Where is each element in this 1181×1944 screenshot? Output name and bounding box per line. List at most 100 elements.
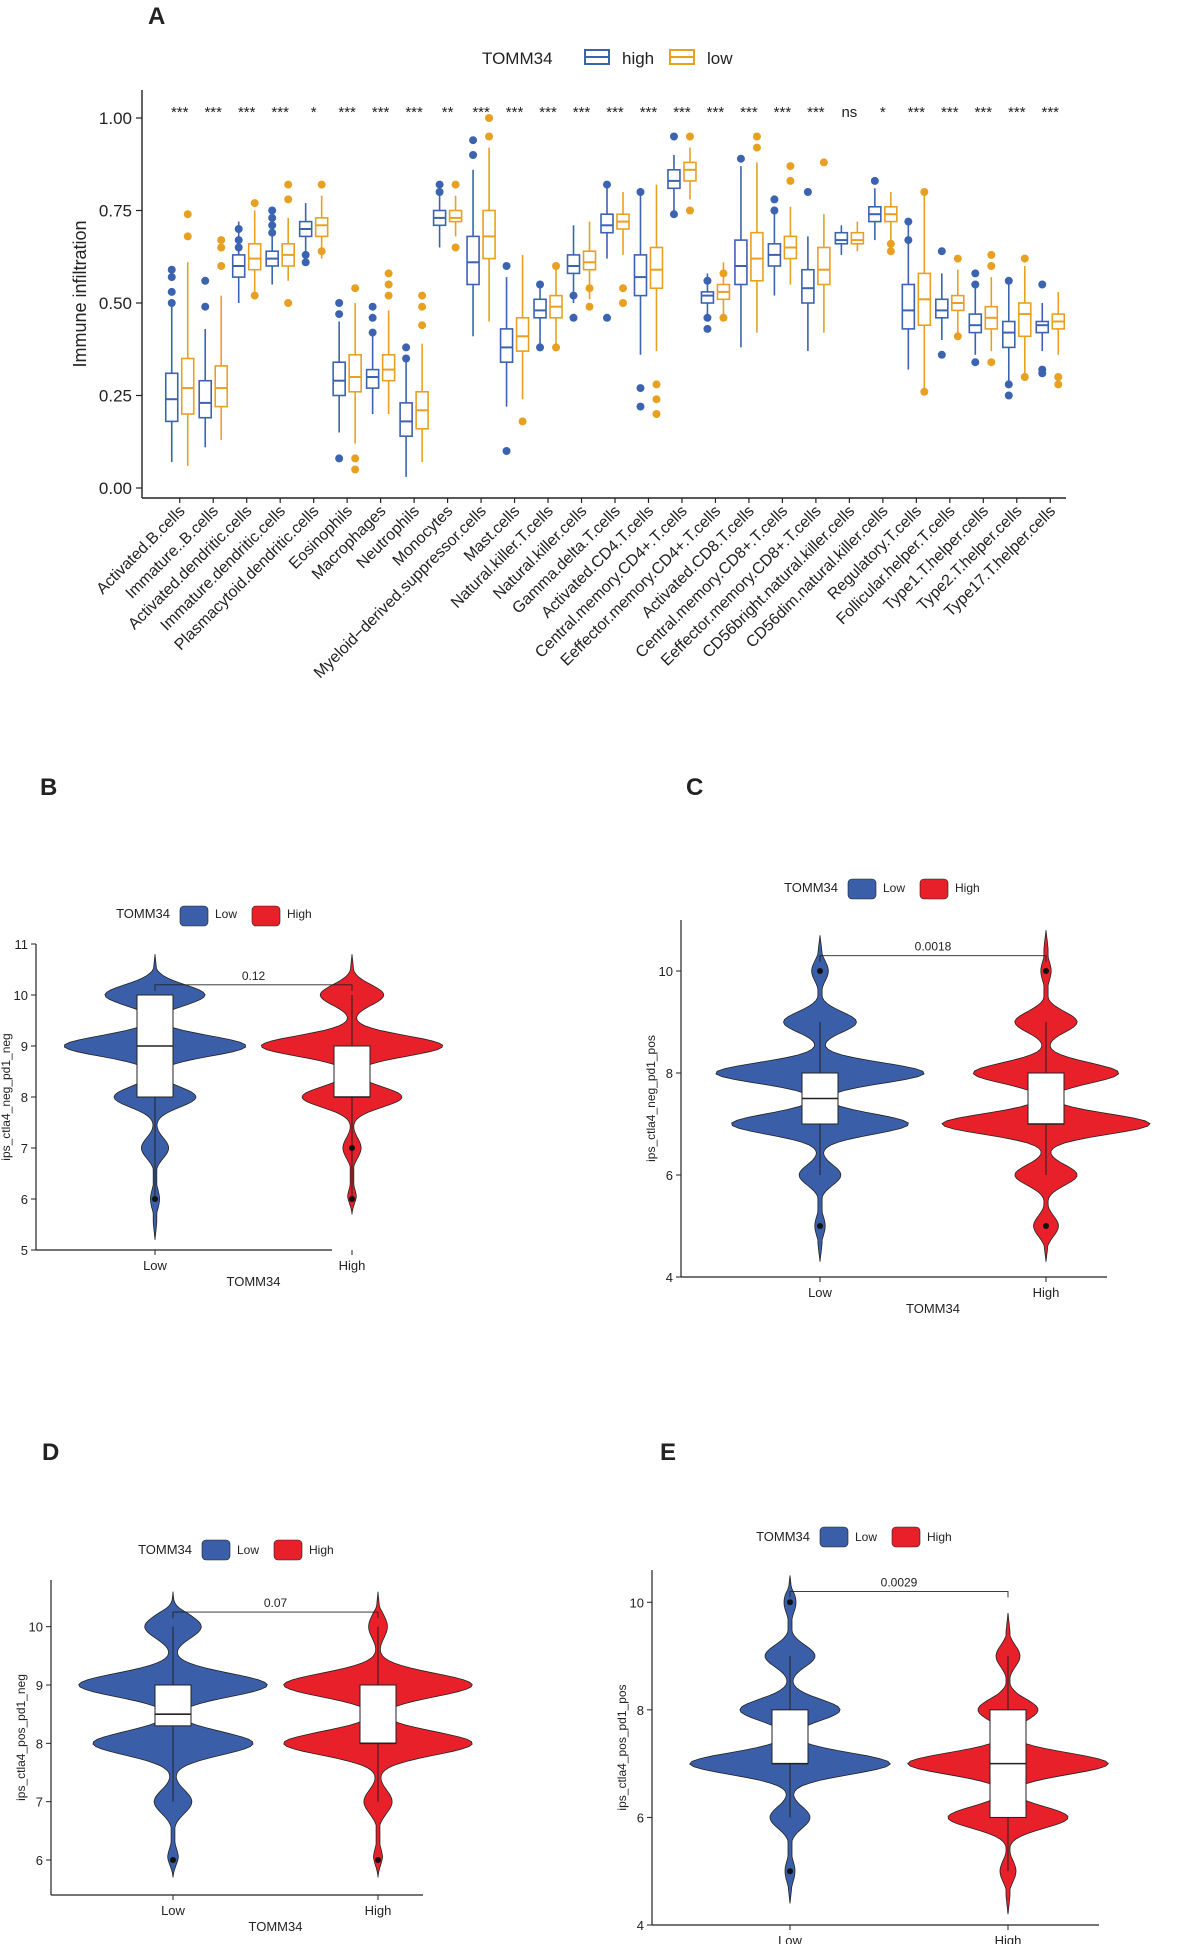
box-iqr — [667, 169, 681, 190]
outlier-point — [384, 291, 393, 300]
outlier-point — [669, 210, 678, 219]
legend-label-low: Low — [855, 1530, 877, 1544]
outlier-point — [451, 243, 460, 252]
y-tick-label: 5 — [21, 1243, 28, 1258]
outlier-point — [886, 239, 895, 248]
box-high — [868, 176, 882, 241]
box-low — [750, 132, 764, 333]
outlier-point — [569, 291, 578, 300]
outlier-point — [685, 132, 694, 141]
significance-label: *** — [171, 104, 189, 121]
box-low — [281, 180, 295, 307]
box-low — [582, 221, 597, 311]
box-low — [214, 236, 229, 440]
outlier-point — [803, 188, 812, 196]
box-iqr — [633, 254, 648, 297]
outlier-point — [636, 188, 645, 196]
outlier-point — [469, 151, 478, 159]
legend-title: TOMM34 — [138, 1542, 192, 1557]
outlier-point — [375, 1857, 381, 1863]
legend-item-high: High — [891, 1526, 952, 1548]
outlier-point — [569, 313, 578, 322]
outlier-point — [1043, 1223, 1049, 1229]
box-high — [700, 273, 715, 333]
outlier-point — [971, 358, 980, 367]
outlier-point — [787, 1599, 793, 1606]
outlier-point — [217, 236, 226, 245]
box-iqr — [600, 213, 614, 234]
panel-c-chart: TOMM34 Low High 4 6 8 10 ips_ctla4_neg_pd1_pos T… — [644, 878, 1151, 1316]
outlier-point — [284, 299, 293, 307]
box-low — [1017, 254, 1032, 381]
outlier-point — [384, 280, 393, 289]
box-iqr — [850, 231, 865, 245]
legend-item-low: Low — [201, 1539, 259, 1561]
box-high — [231, 221, 246, 303]
outlier-point — [786, 162, 795, 171]
significance-label: *** — [807, 104, 825, 121]
box-high — [533, 280, 547, 352]
outlier-point — [301, 258, 310, 267]
box-low — [917, 188, 932, 396]
outlier-point — [870, 176, 879, 185]
box-iqr — [499, 328, 514, 363]
box-low — [850, 221, 865, 252]
outlier-point — [937, 247, 946, 256]
legend-label-high: High — [955, 881, 980, 895]
box-high — [365, 302, 380, 414]
outlier-point — [703, 313, 712, 322]
box-iqr — [1027, 1072, 1065, 1125]
outlier-point — [435, 188, 444, 196]
significance-label: *** — [573, 104, 591, 121]
outlier-point — [904, 217, 913, 226]
box-low — [381, 269, 396, 414]
outlier-point — [167, 273, 176, 282]
y-tick-label: 8 — [36, 1736, 43, 1751]
x-tick-label: Low — [808, 1285, 832, 1300]
box-iqr — [533, 298, 547, 319]
panel-b-chart: TOMM34 Low High 5 6 7 8 9 10 11 ips_ctla4_neg_pd1_… — [0, 905, 444, 1289]
outlier-point — [502, 262, 511, 270]
outlier-point — [603, 180, 611, 189]
outlier-point — [1054, 373, 1063, 381]
box-low — [247, 199, 262, 300]
y-tick-label: 8 — [21, 1090, 28, 1105]
outlier-point — [1038, 280, 1047, 289]
significance-label: *** — [640, 104, 658, 121]
box-high — [1035, 280, 1050, 378]
box-iqr — [359, 1684, 397, 1744]
outlier-point — [384, 269, 393, 278]
box-high — [667, 132, 681, 219]
box-high — [600, 180, 614, 322]
outlier-point — [1020, 373, 1029, 381]
box-high — [566, 225, 581, 322]
significance-label: *** — [204, 104, 222, 121]
comparison-bracket — [172, 1611, 379, 1619]
box-iqr — [381, 353, 396, 382]
legend-label-high: High — [309, 1543, 334, 1557]
panel-label-d: D — [42, 1439, 59, 1466]
outlier-point — [234, 243, 243, 252]
box-iqr — [566, 254, 581, 275]
p-value-label: 0.12 — [242, 969, 266, 983]
p-value-label: 0.0029 — [881, 1576, 918, 1590]
outlier-point — [719, 313, 728, 322]
outlier-point — [1004, 391, 1013, 400]
outlier-point — [250, 291, 259, 300]
outlier-point — [719, 269, 728, 278]
outlier-point — [152, 1196, 158, 1202]
y-tick-label: 4 — [666, 1270, 673, 1285]
legend-key-high — [891, 1526, 921, 1548]
box-high — [164, 265, 179, 463]
box-high — [734, 154, 748, 348]
x-axis-title: TOMM34 — [227, 1274, 281, 1289]
y-tick-label: 11 — [15, 937, 29, 952]
y-tick-label: 6 — [36, 1853, 43, 1868]
box-low — [448, 180, 463, 252]
box-low — [180, 210, 195, 466]
box-iqr — [935, 298, 949, 319]
outlier-point — [335, 454, 344, 463]
outlier-point — [987, 358, 996, 367]
legend-label-high: High — [287, 907, 312, 921]
outlier-point — [402, 354, 411, 363]
